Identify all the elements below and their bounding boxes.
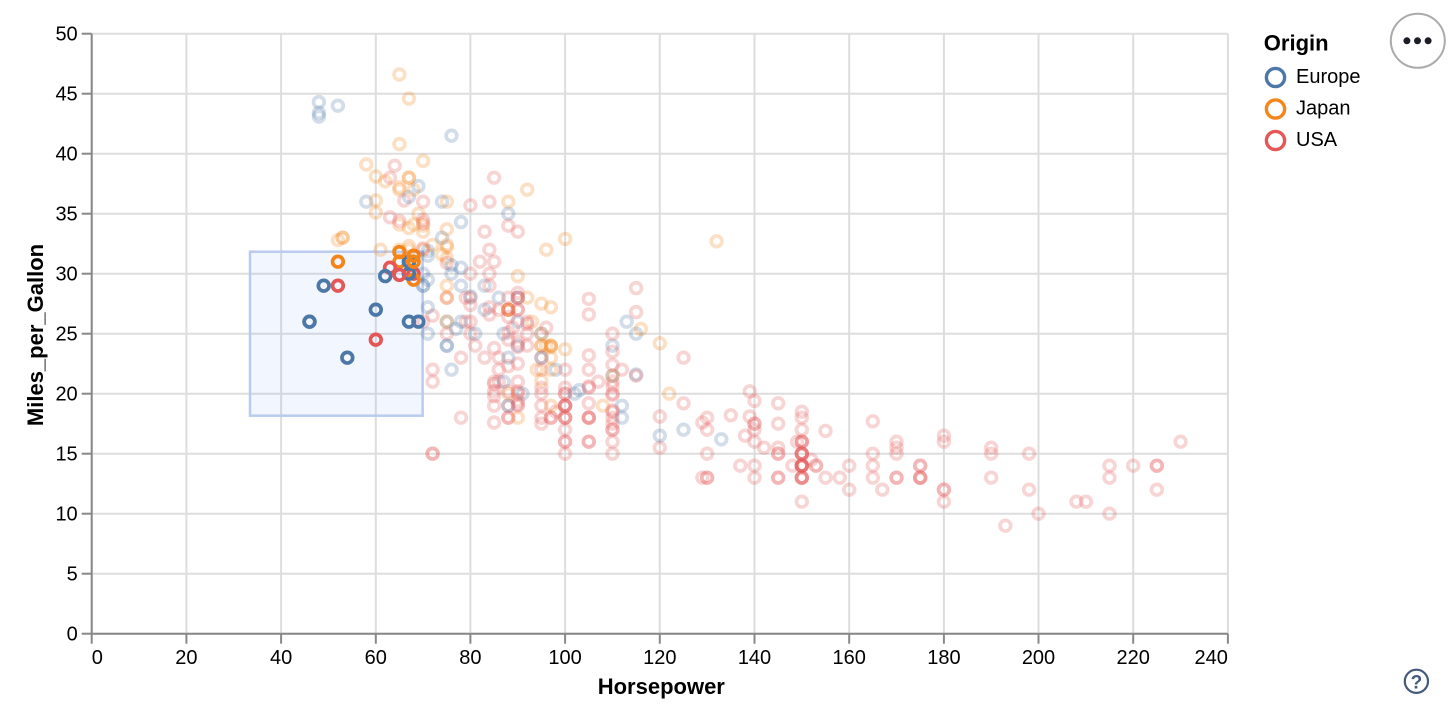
svg-text:220: 220 [1117, 647, 1150, 669]
svg-text:Japan: Japan [1296, 98, 1351, 120]
svg-text:?: ? [1411, 672, 1423, 693]
svg-text:Miles_per_Gallon: Miles_per_Gallon [23, 244, 48, 426]
svg-text:180: 180 [927, 647, 960, 669]
svg-text:25: 25 [55, 324, 77, 346]
svg-text:0: 0 [67, 624, 78, 646]
svg-text:60: 60 [365, 647, 387, 669]
svg-text:120: 120 [643, 647, 676, 669]
svg-text:Europe: Europe [1296, 66, 1361, 88]
svg-text:40: 40 [55, 144, 77, 166]
svg-text:Horsepower: Horsepower [598, 674, 726, 699]
svg-text:Origin: Origin [1264, 31, 1329, 56]
svg-text:100: 100 [548, 647, 581, 669]
svg-text:30: 30 [55, 264, 77, 286]
svg-text:10: 10 [55, 504, 77, 526]
svg-text:20: 20 [175, 647, 197, 669]
svg-text:15: 15 [55, 444, 77, 466]
svg-text:USA: USA [1296, 129, 1338, 151]
svg-text:0: 0 [92, 647, 103, 669]
svg-text:80: 80 [459, 647, 481, 669]
svg-text:200: 200 [1022, 647, 1055, 669]
svg-text:20: 20 [55, 384, 77, 406]
svg-text:50: 50 [55, 24, 77, 46]
svg-text:5: 5 [67, 564, 78, 586]
svg-text:160: 160 [833, 647, 866, 669]
svg-text:240: 240 [1195, 647, 1228, 669]
svg-text:45: 45 [55, 84, 77, 106]
svg-text:40: 40 [270, 647, 292, 669]
svg-text:140: 140 [738, 647, 771, 669]
svg-text:35: 35 [55, 204, 77, 226]
